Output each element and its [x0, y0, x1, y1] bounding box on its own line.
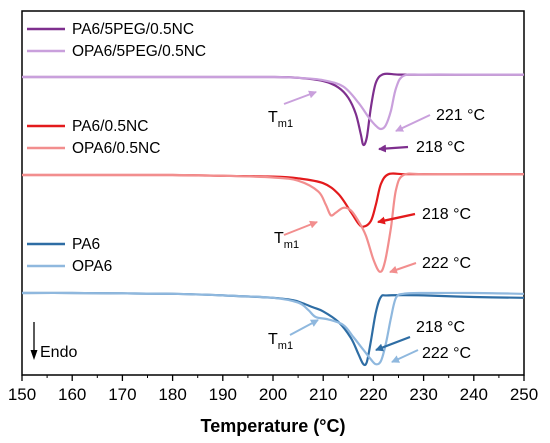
annotation-arrows	[283, 90, 431, 363]
series-line-opa6-0-5nc	[22, 172, 524, 273]
peak-218-arrow-bottom	[375, 335, 411, 352]
tm1-arrow-mid	[283, 220, 318, 236]
tm1-label-top: Tm1	[268, 109, 293, 130]
series-line-opa6-5peg-0-5nc	[21, 73, 524, 131]
legend-layer: PA6/5PEG/0.5NC OPA6/5PEG/0.5NC PA6/0.5NC OP…	[27, 21, 206, 275]
endo-indicator: Endo	[30, 322, 77, 361]
tm1-mid-base: T	[274, 230, 284, 247]
x-tick-label-190: 190	[209, 385, 237, 404]
x-axis-ticks	[21, 375, 525, 381]
endo-arrow-head	[30, 350, 38, 360]
annotation-texts: Tm1 221 °C 218 °C Tm1 218 °C 222 °C Tm1 …	[268, 107, 485, 362]
legend-label-pa6-0-5nc: PA6/0.5NC	[72, 118, 148, 135]
x-tick-label-250: 250	[510, 385, 538, 404]
tm1-label-mid: Tm1	[274, 230, 299, 251]
x-tick-label-170: 170	[108, 385, 136, 404]
series-layer	[21, 72, 525, 367]
x-axis-label: Temperature (°C)	[201, 416, 346, 436]
tm1-label-bottom: Tm1	[268, 331, 293, 352]
peak-218-label-mid: 218 °C	[422, 206, 471, 223]
legend-label-pa6-5peg-0-5nc: PA6/5PEG/0.5NC	[72, 21, 194, 38]
x-tick-label-240: 240	[460, 385, 488, 404]
series-line-opa6	[21, 291, 525, 366]
peak-222-label-mid: 222 °C	[422, 255, 471, 272]
x-tick-label-200: 200	[259, 385, 287, 404]
peak-221-label: 221 °C	[436, 107, 485, 124]
x-axis-tick-labels: 150 160 170 180 190 200 210 220 230 240 250	[8, 385, 538, 404]
peak-218-arrow-mid	[377, 212, 416, 225]
peak-222-arrow-bottom	[391, 349, 419, 363]
tm1-arrow-bottom	[289, 319, 319, 336]
x-tick-label-210: 210	[309, 385, 337, 404]
peak-218-label-bottom: 218 °C	[416, 319, 465, 336]
tm1-mid-sub: m1	[284, 239, 299, 251]
peak-222-arrow-mid	[389, 262, 417, 274]
x-tick-label-180: 180	[158, 385, 186, 404]
peak-221-arrow	[395, 114, 431, 132]
tm1-top-base: T	[268, 109, 278, 126]
legend-label-opa6: OPA6	[72, 258, 112, 275]
x-tick-label-220: 220	[359, 385, 387, 404]
endo-label: Endo	[40, 344, 77, 361]
peak-222-label-bottom: 222 °C	[422, 345, 471, 362]
tm1-top-sub: m1	[278, 118, 293, 130]
legend-label-opa6-5peg-0-5nc: OPA6/5PEG/0.5NC	[72, 43, 206, 60]
legend-label-opa6-0-5nc: OPA6/0.5NC	[72, 140, 160, 157]
tm1-bottom-base: T	[268, 331, 278, 348]
tm1-bottom-sub: m1	[278, 340, 293, 352]
x-tick-label-150: 150	[8, 385, 36, 404]
peak-218-label-top: 218 °C	[416, 139, 465, 156]
peak-218-arrow-top	[378, 144, 409, 153]
x-tick-label-160: 160	[58, 385, 86, 404]
legend-label-pa6: PA6	[72, 236, 100, 253]
x-tick-label-230: 230	[409, 385, 437, 404]
tm1-arrow-top	[283, 90, 317, 105]
